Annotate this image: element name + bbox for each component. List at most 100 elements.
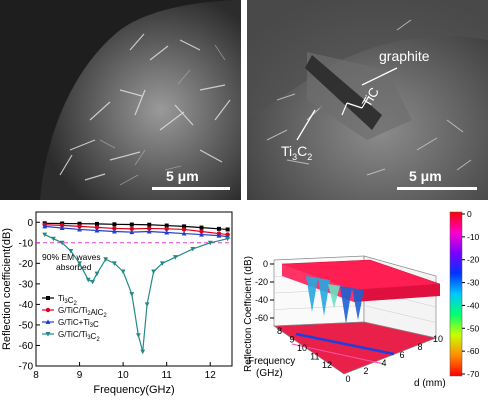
data-point [112,222,117,227]
data-point [199,231,204,237]
data-point [135,333,141,338]
y-tick-label: -10 [19,238,34,249]
data-point [159,261,165,266]
annotation-90pct: 90% EM waves absorbed [42,252,101,272]
freq-axis-label-1: Frequency [248,356,295,367]
data-point [225,236,231,242]
data-point [120,269,126,275]
y-tick-label: -50 [19,320,34,331]
sem-left-texture [0,0,241,200]
data-point [68,249,74,254]
floor-band [291,343,385,365]
data-point [172,255,178,260]
data-point [225,227,230,232]
data-point [94,221,99,226]
data-point [77,221,82,226]
series-3 [42,232,231,355]
x-tick-label: 9 [77,370,83,381]
data-point [129,222,134,227]
floor-projection [272,321,438,375]
wall-grid [273,305,365,310]
freq-tick-label: 12 [322,360,332,370]
data-point [112,261,117,266]
data-point [45,319,51,324]
data-point [45,307,51,313]
d-tick-label: 4 [381,358,386,368]
data-point [59,240,65,246]
y-tick-label: -60 [19,341,34,352]
freq-tick-label: 8 [277,326,282,336]
surface-front [354,284,440,302]
sem-image-left: 5 μm [0,0,241,200]
y-axis-label: Reflection coefficient(dB) [1,228,13,350]
colorbar-tick-label: -40 [467,300,480,310]
x-tick-label: 10 [118,370,130,381]
series-0 [42,221,230,232]
z-tick-label: -20 [255,277,268,287]
data-point [164,223,169,228]
legend-label: G/TiC+Ti3C [58,318,99,329]
data-point [59,225,65,231]
wall-grid [363,305,437,323]
surface-valley-2 [340,286,364,324]
data-point [94,227,100,233]
y-tick-label: 0 [27,218,33,229]
legend-label: G/TiC/Ti2AlC2 [58,306,107,319]
freq-axis-label-2: (GHz) [256,368,283,379]
freq-tick-label: 11 [310,352,319,362]
x-tick-label: 12 [205,370,217,381]
label-ti3c2-c: C [297,143,308,159]
scale-bar [152,187,230,190]
series-1 [42,222,230,237]
d-tick-label: 0 [345,374,350,384]
x-axis-label: Frequency(GHz) [93,384,174,396]
surface-valley-1 [306,276,330,316]
z-axis-label: Reflection Coefficient (dB) [244,256,254,372]
data-point [199,229,204,234]
data-point [77,224,82,229]
series-2 [42,223,231,239]
data-point [182,224,187,229]
data-point [181,230,187,236]
data-point [45,332,51,337]
freq-tick-label: 10 [297,343,307,353]
floor-minimum-band [295,332,395,356]
x-tick-label: 8 [33,370,39,381]
data-point [77,261,82,266]
label-ti3c2: Ti3C2 [281,143,312,162]
data-point [146,228,152,234]
series-line [44,222,228,231]
data-point [103,257,109,262]
surface-valley-3 [328,284,340,308]
y-tick-label: -40 [19,300,34,311]
z-tick-label: 0 [263,259,268,269]
data-point [181,227,187,232]
data-point [144,302,150,307]
data-point [199,225,204,230]
y-tick-label: -20 [19,259,34,270]
z-tick-label: -40 [255,295,268,305]
sem-right-texture [247,0,488,200]
x-tick-label: 11 [161,370,172,381]
plot-frame [35,211,233,367]
data-point [164,229,170,235]
data-point [42,223,48,229]
data-point [90,279,96,285]
data-point [94,271,100,277]
data-point [46,296,50,300]
data-point [112,226,117,231]
colorbar-tick-label: -10 [467,232,480,242]
colorbar-tick-label: -60 [467,346,480,356]
data-point [151,269,156,275]
label-ti3c2-sub2: 2 [307,151,313,162]
data-point [216,226,221,231]
d-tick-label: 6 [399,350,404,360]
colorbar-tick-label: -50 [467,323,480,333]
data-point [51,236,56,242]
legend-label: Ti3C2 [58,294,78,307]
data-point [207,240,213,246]
label-ti3c2-ti: Ti [281,143,293,159]
data-point [42,232,48,238]
z-tick-label: -60 [255,313,268,323]
